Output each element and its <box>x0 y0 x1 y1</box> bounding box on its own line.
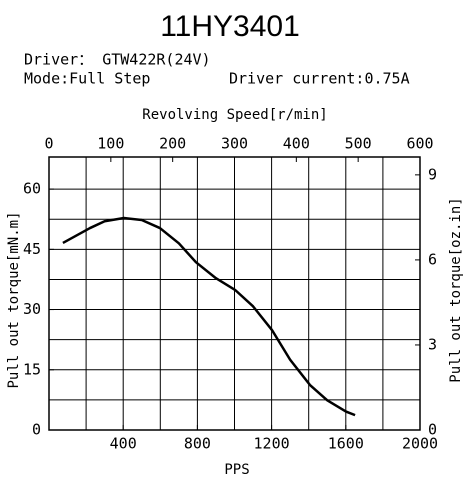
y-tick-label: 15 <box>23 360 41 378</box>
driver-note: Driver： GTW422R(24V) <box>24 51 211 69</box>
x2-tick-label: 100 <box>97 135 124 153</box>
x-tick-label: 2000 <box>402 435 438 453</box>
x-axis-label: PPS <box>224 462 249 478</box>
y-tick-label: 45 <box>23 240 41 258</box>
x-tick-label: 800 <box>184 435 211 453</box>
x-tick-label: 400 <box>110 435 137 453</box>
y2-tick-label: 6 <box>428 250 437 268</box>
x2-tick-label: 200 <box>159 135 186 153</box>
x-tick-label: 1600 <box>328 435 364 453</box>
mode-note: Mode:Full Step <box>24 70 150 88</box>
chart-title: 11HY3401 <box>160 10 300 43</box>
current-note: Driver current:0.75A <box>229 70 410 88</box>
x2-tick-label: 0 <box>44 135 53 153</box>
y2-axis-label: Pull out torque[oz.in] <box>448 197 464 382</box>
y2-tick-label: 0 <box>428 421 437 439</box>
x-tick-label: 1200 <box>254 435 290 453</box>
x2-axis-label: Revolving Speed[r/min] <box>142 107 327 123</box>
x2-tick-label: 400 <box>283 135 310 153</box>
x2-tick-label: 600 <box>406 135 433 153</box>
y-tick-label: 60 <box>23 180 41 198</box>
x2-tick-label: 500 <box>345 135 372 153</box>
y-axis-label: Pull out torque[mN.m] <box>6 211 22 388</box>
y-tick-label: 0 <box>32 421 41 439</box>
torque-curve <box>62 216 356 417</box>
y-tick-label: 30 <box>23 300 41 318</box>
y2-tick-label: 9 <box>428 165 437 183</box>
y2-tick-label: 3 <box>428 335 437 353</box>
x2-tick-label: 300 <box>221 135 248 153</box>
